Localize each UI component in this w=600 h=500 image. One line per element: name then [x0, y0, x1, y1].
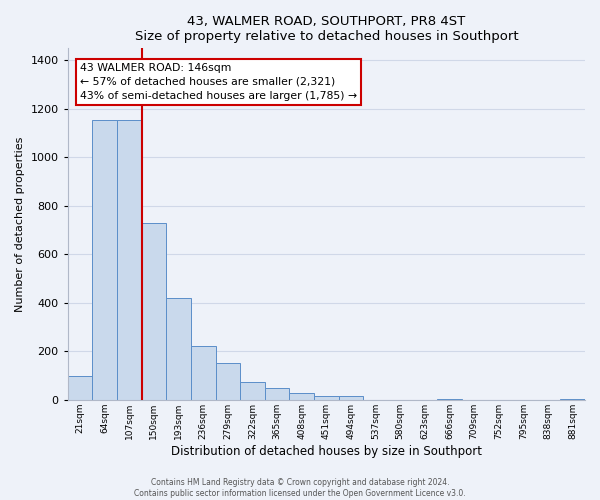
Bar: [215, 364, 240, 400]
Text: 43 WALMER ROAD: 146sqm
← 57% of detached houses are smaller (2,321)
43% of semi-: 43 WALMER ROAD: 146sqm ← 57% of detached…: [80, 63, 357, 101]
Bar: [68, 376, 92, 400]
Bar: [289, 392, 314, 400]
Title: 43, WALMER ROAD, SOUTHPORT, PR8 4ST
Size of property relative to detached houses: 43, WALMER ROAD, SOUTHPORT, PR8 4ST Size…: [134, 15, 518, 43]
Bar: [240, 382, 265, 400]
X-axis label: Distribution of detached houses by size in Southport: Distribution of detached houses by size …: [171, 444, 482, 458]
Bar: [265, 388, 289, 400]
Bar: [314, 396, 338, 400]
Bar: [166, 298, 191, 400]
Bar: [142, 223, 166, 400]
Bar: [437, 398, 462, 400]
Bar: [338, 396, 364, 400]
Bar: [117, 120, 142, 400]
Bar: [560, 398, 585, 400]
Bar: [92, 120, 117, 400]
Y-axis label: Number of detached properties: Number of detached properties: [15, 136, 25, 312]
Bar: [191, 346, 215, 400]
Text: Contains HM Land Registry data © Crown copyright and database right 2024.
Contai: Contains HM Land Registry data © Crown c…: [134, 478, 466, 498]
